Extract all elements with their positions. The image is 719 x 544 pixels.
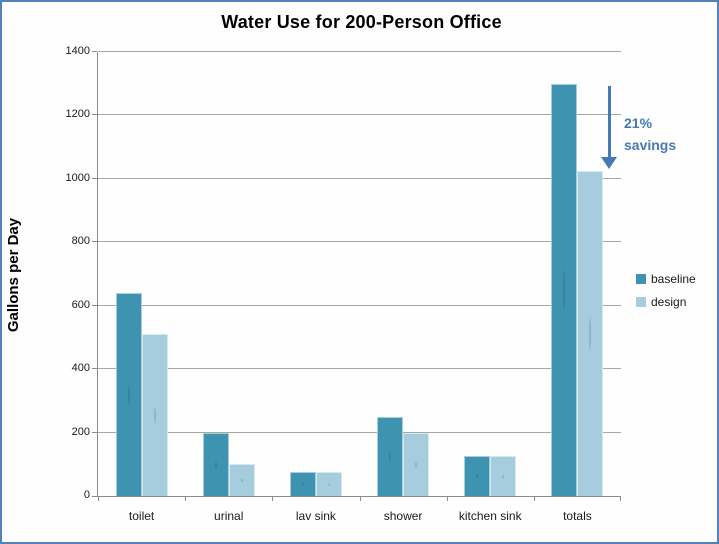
y-tick-label: 1200 <box>65 108 90 121</box>
arrow-shaft <box>607 85 611 157</box>
bar-design-toilet <box>141 334 168 496</box>
savings-annotation-line2: savings <box>624 137 677 153</box>
bar-design-shower <box>403 432 430 496</box>
y-axis-tick <box>92 51 97 52</box>
bar-baseline-kitchen-sink <box>464 456 491 496</box>
y-tick-label: 800 <box>71 235 90 248</box>
legend-item-baseline: baseline <box>636 272 696 286</box>
x-tick-label-toilet: toilet <box>128 509 155 523</box>
y-tick-label: 1000 <box>65 171 90 184</box>
x-tick-label-urinal: urinal <box>214 509 244 523</box>
chart-title: Water Use for 200-Person Office <box>221 12 502 32</box>
y-axis-title: Gallons per Day <box>5 217 22 333</box>
x-tick-label-shower: shower <box>383 509 423 523</box>
y-axis-tick <box>92 114 97 116</box>
x-axis-tick <box>272 496 274 501</box>
x-tick-label-totals: totals <box>563 509 592 523</box>
y-axis-tick <box>92 496 97 497</box>
legend-label: baseline <box>651 272 696 286</box>
y-axis-tick <box>92 177 97 179</box>
y-tick-label: 200 <box>71 425 90 438</box>
savings-annotation-line1: 21% <box>624 115 653 131</box>
legend-item-design: design <box>636 295 696 309</box>
y-axis-tick-labels: 0 200 400 600 800 1000 1200 1400 <box>50 45 90 501</box>
x-tick-label-kitchen-sink: kitchen sink <box>458 509 522 523</box>
x-axis-tick <box>359 496 361 501</box>
bar-baseline-urinal <box>202 432 229 496</box>
y-tick-label: 0 <box>83 489 90 501</box>
bar-design-lav-sink <box>315 472 342 496</box>
gridline <box>98 51 621 52</box>
y-axis-tick <box>92 431 97 433</box>
x-axis-tick <box>620 496 621 501</box>
legend-label: design <box>651 295 687 309</box>
legend-marker-baseline <box>636 274 646 284</box>
y-tick-label: 1400 <box>65 45 90 57</box>
bar-baseline-toilet <box>115 293 142 496</box>
gridline <box>98 241 621 243</box>
x-axis-tick <box>98 496 99 501</box>
bar-design-totals <box>577 170 604 496</box>
legend-marker-design <box>636 297 646 307</box>
legend: baseline design <box>636 272 696 309</box>
gridline <box>98 431 621 433</box>
y-axis-tick <box>92 304 97 306</box>
arrow-head <box>601 156 617 169</box>
gridline <box>98 304 621 306</box>
x-axis-tick <box>446 496 448 501</box>
bar-baseline-lav-sink <box>289 472 316 496</box>
x-tick-label-lav-sink: lav sink <box>295 509 336 523</box>
savings-annotation: 21% savings <box>624 112 704 156</box>
y-tick-label: 400 <box>71 362 90 375</box>
gridline <box>98 368 621 370</box>
plot-area: toilet urinal lav sink shower kitchen sink to… <box>92 51 621 523</box>
y-axis-tick <box>92 241 97 243</box>
bar-baseline-shower <box>377 416 404 496</box>
x-axis-tick <box>185 496 187 501</box>
gridline <box>98 114 621 116</box>
bar-design-urinal <box>228 464 255 496</box>
bar-baseline-totals <box>551 83 578 496</box>
bar-design-kitchen-sink <box>490 456 517 496</box>
gridline <box>98 177 621 179</box>
savings-arrow-down-icon <box>601 85 617 169</box>
y-axis-tick <box>92 368 97 370</box>
x-axis-tick <box>533 496 535 501</box>
y-tick-label: 600 <box>71 298 90 311</box>
